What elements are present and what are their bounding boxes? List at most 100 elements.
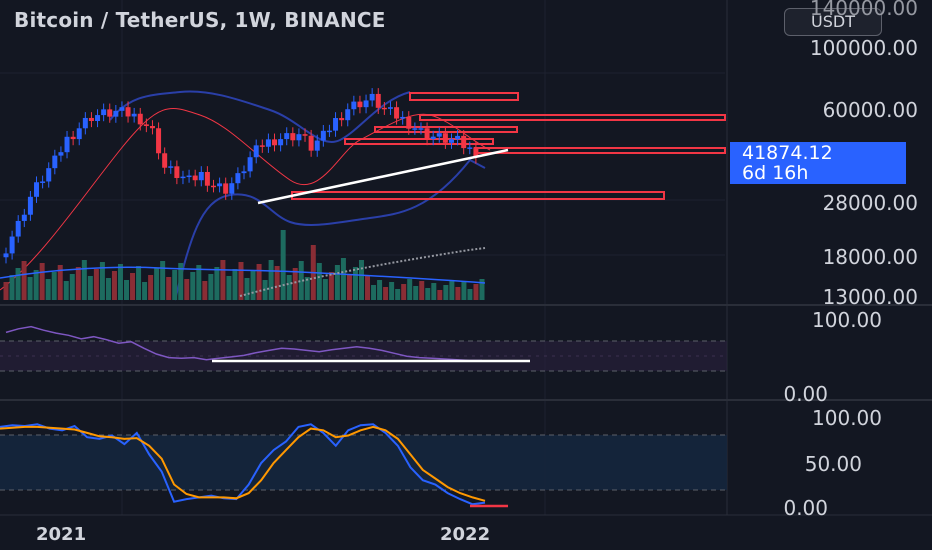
price-axis-label: 140000.00 — [809, 0, 918, 20]
volume-bar — [232, 269, 238, 300]
volume-bar — [196, 265, 202, 300]
volume-bar — [117, 264, 123, 300]
volume-bar — [172, 270, 178, 300]
rsi-axis-label: 100.00 — [812, 308, 882, 332]
volume-bar — [33, 270, 39, 300]
candle-body — [198, 171, 204, 181]
stoch-axis-label: 50.00 — [804, 452, 862, 476]
volume-bar — [280, 230, 286, 300]
volume-bar — [322, 279, 328, 300]
resistance-zone[interactable] — [344, 138, 494, 145]
candle-body — [88, 117, 94, 121]
volume-bar — [57, 265, 63, 300]
candle-body — [119, 107, 125, 111]
volume-bar — [39, 263, 45, 300]
candle-body — [461, 135, 467, 149]
volume-bar — [250, 271, 256, 300]
candle-body — [217, 183, 223, 187]
candle-body — [381, 107, 387, 110]
volume-bar — [419, 281, 425, 300]
candle-body — [131, 113, 137, 117]
candle-body — [473, 147, 479, 158]
volume-bar — [220, 260, 226, 300]
candle-body — [180, 176, 186, 179]
candle-body — [278, 139, 284, 146]
volume-bar — [160, 261, 166, 300]
candle-body — [40, 181, 46, 183]
candle-body — [82, 117, 88, 129]
time-axis-label: 2021 — [36, 524, 87, 545]
rsi-axis-label: 0.00 — [783, 382, 828, 406]
volume-bar — [461, 282, 467, 300]
volume-bar — [274, 266, 280, 300]
candle-body — [149, 126, 155, 129]
candle-body — [125, 107, 131, 117]
chart-title: Bitcoin / TetherUS, 1W, BINANCE — [14, 8, 386, 32]
resistance-zone[interactable] — [419, 114, 726, 121]
candle-body — [210, 185, 216, 188]
time-axis-label: 2022 — [440, 524, 491, 545]
support-trendline[interactable] — [257, 148, 509, 205]
volume-bar — [69, 274, 75, 300]
candle-body — [15, 220, 21, 237]
volume-bar — [9, 275, 15, 300]
candle-body — [448, 139, 454, 143]
volume-bar — [202, 281, 208, 300]
volume-bar — [93, 269, 99, 300]
candle-body — [204, 171, 210, 186]
volume-bar — [395, 289, 401, 300]
last-price-tag[interactable]: 41874.12 6d 16h — [730, 142, 906, 184]
volume-bar — [226, 276, 232, 300]
candle-body — [241, 171, 247, 174]
volume-bar — [467, 289, 473, 300]
volume-bar — [328, 272, 334, 300]
candle-body — [296, 134, 302, 141]
volume-bar — [244, 278, 250, 300]
volume-bar — [136, 266, 142, 300]
candle-body — [21, 214, 27, 221]
price-axis-label: 13000.00 — [822, 285, 918, 309]
candle-body — [52, 155, 58, 169]
candle-body — [156, 128, 162, 154]
candle-body — [308, 135, 314, 151]
volume-bar — [3, 282, 9, 300]
volume-bar — [105, 278, 111, 300]
resistance-zone[interactable] — [474, 147, 726, 154]
stoch-band-fill — [0, 435, 727, 490]
bar-countdown: 6d 16h — [742, 162, 809, 184]
volume-bar — [449, 280, 455, 300]
candle-body — [467, 147, 473, 149]
candle-body — [394, 107, 400, 119]
volume-bar — [365, 276, 371, 300]
volume-bar — [401, 284, 407, 300]
candle-body — [253, 145, 259, 158]
resistance-zone[interactable] — [409, 92, 519, 101]
candle-body — [162, 153, 168, 168]
stoch-axis-label: 0.00 — [783, 496, 828, 520]
candle-body — [101, 109, 107, 116]
candle-body — [387, 107, 393, 109]
volume-bar — [208, 274, 214, 300]
volume-bar — [304, 277, 310, 300]
stoch-axis-label: 100.00 — [812, 406, 882, 430]
volume-bar — [87, 276, 93, 300]
volume-bar — [389, 282, 395, 300]
volume-bar — [81, 260, 87, 300]
currency-badge[interactable]: USDT — [784, 8, 882, 36]
volume-bar — [377, 280, 383, 300]
price-axis-label: 18000.00 — [822, 245, 918, 269]
candle-body — [363, 100, 369, 108]
resistance-zone[interactable] — [291, 191, 665, 200]
candle-body — [326, 130, 332, 133]
volume-bar — [316, 263, 322, 300]
volume-bar — [99, 262, 105, 300]
candle-body — [345, 109, 351, 121]
candle-body — [272, 139, 278, 146]
volume-bar — [437, 290, 443, 300]
price-axis-label: 60000.00 — [822, 98, 918, 122]
candle-body — [412, 128, 418, 130]
candle-body — [333, 118, 339, 131]
candle-body — [357, 101, 363, 108]
resistance-zone[interactable] — [374, 126, 518, 133]
